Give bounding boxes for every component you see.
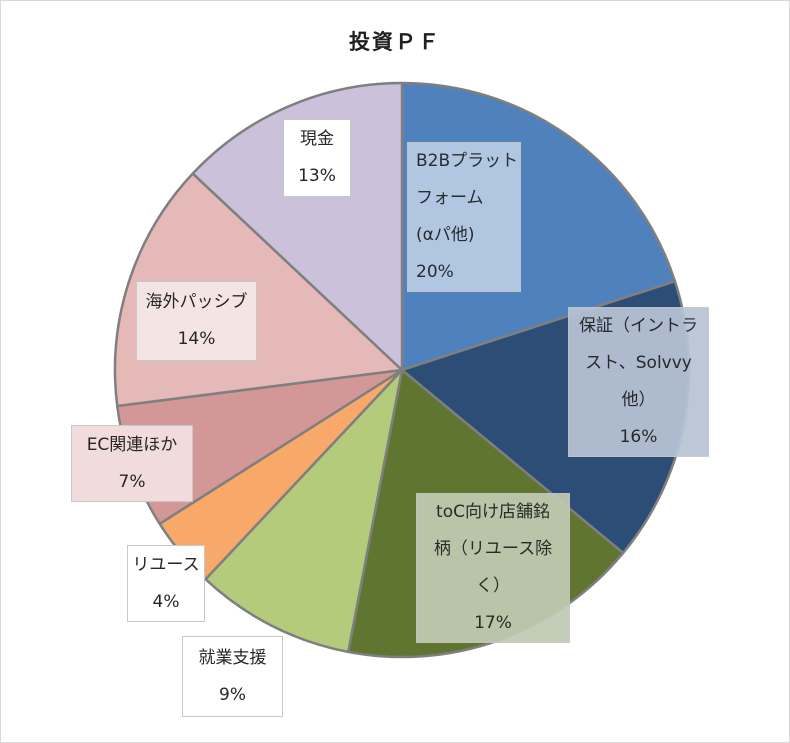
- slice-label-line: (αパ他): [416, 225, 475, 245]
- slice-label: toC向け店舗銘 柄（リユース除 く） 17%: [416, 493, 570, 643]
- slice-label: 保証（イントラ スト、Solvvy 他） 16%: [568, 307, 709, 457]
- slice-label-line: 他）: [621, 390, 656, 410]
- slice-percent: 9%: [219, 684, 246, 705]
- slice-label-line: toC向け店舗銘: [436, 502, 550, 522]
- slice-label-line: く）: [476, 576, 510, 596]
- slice-label: B2Bプラット フォーム (αパ他) 20%: [407, 142, 521, 292]
- slice-label-line: B2Bプラット: [416, 151, 519, 171]
- slice-percent: 13%: [298, 166, 336, 186]
- slice-percent: 14%: [177, 329, 216, 349]
- slice-label-line: 就業支援: [198, 647, 267, 668]
- pie-slice: [204, 368, 404, 654]
- slice-label: 海外パッシブ 14%: [136, 281, 257, 361]
- slice-label-line: EC関連ほか: [86, 434, 178, 455]
- slice-label: リユース 4%: [127, 545, 205, 622]
- slice-label-line: 海外パッシブ: [145, 292, 248, 312]
- slice-label-line: 現金: [300, 129, 334, 149]
- slice-label-line: スト、Solvvy: [585, 353, 692, 373]
- slice-percent: 4%: [152, 591, 180, 612]
- slice-percent: 16%: [619, 427, 658, 447]
- slice-label: 就業支援 9%: [182, 636, 283, 717]
- slice-percent: 20%: [416, 262, 454, 282]
- slice-percent: 7%: [118, 471, 146, 492]
- slice-label-line: フォーム: [416, 188, 484, 208]
- slice-label: EC関連ほか 7%: [71, 425, 193, 502]
- slice-label-line: リユース: [132, 554, 200, 575]
- slice-percent: 17%: [474, 613, 512, 633]
- slice-label-line: 保証（イントラ: [579, 316, 698, 336]
- chart-title: 投資ＰＦ: [349, 30, 441, 54]
- slice-label-line: 柄（リユース除: [433, 539, 553, 559]
- slice-label: 現金 13%: [283, 119, 351, 197]
